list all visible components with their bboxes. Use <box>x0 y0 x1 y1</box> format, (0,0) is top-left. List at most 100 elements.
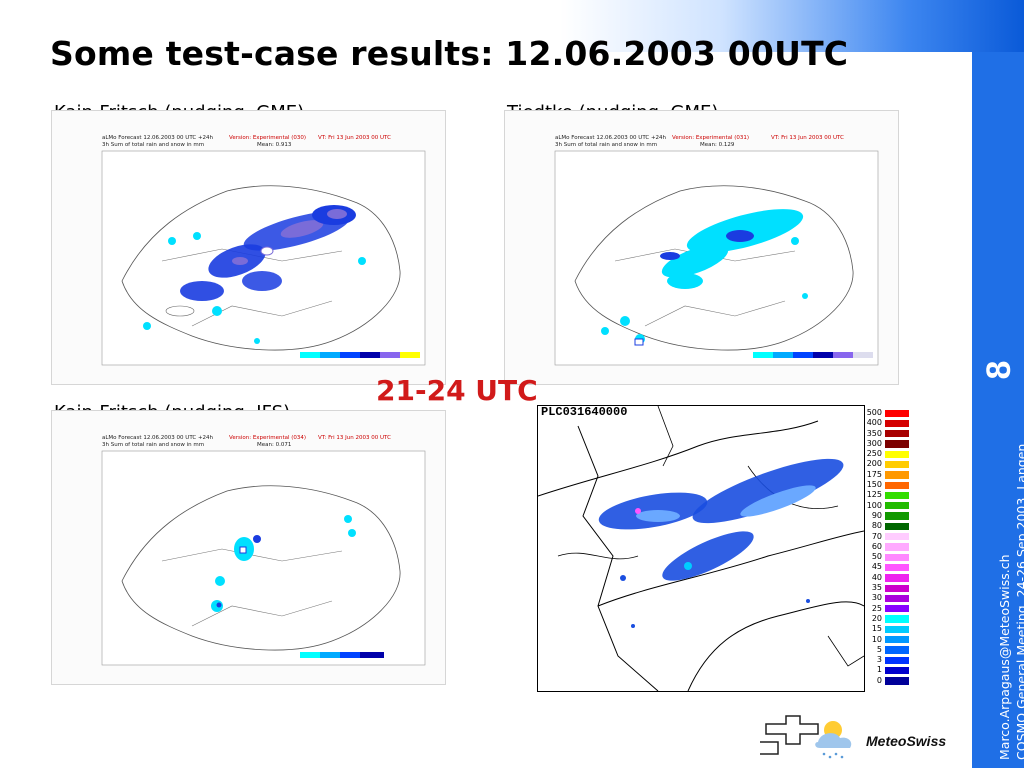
map-header-field: 3h Sum of total rain and snow in mm <box>102 442 205 448</box>
legend-row: 0 <box>864 676 912 686</box>
legend-row: 35 <box>864 583 912 593</box>
page-number: 8 <box>980 360 1018 380</box>
legend-row: 25 <box>864 604 912 614</box>
utc-label: 21-24 UTC <box>376 374 538 407</box>
map-header-mean: Mean: 0.913 <box>257 142 292 148</box>
map-header-version: Version: Experimental (034) <box>229 435 307 441</box>
legend-row: 400 <box>864 418 912 429</box>
legend-swatch <box>884 635 910 645</box>
meteoswiss-logo <box>760 715 852 759</box>
legend-row: 350 <box>864 429 912 439</box>
legend-row: 20 <box>864 614 912 624</box>
legend-swatch <box>884 439 910 449</box>
map-header-field: 3h Sum of total rain and snow in mm <box>102 142 205 148</box>
legend-swatch <box>884 593 910 604</box>
legend-swatch <box>884 665 910 676</box>
legend-swatch <box>884 501 910 511</box>
map-header-version: Version: Experimental (030) <box>229 135 307 141</box>
map-header-mean: Mean: 0.071 <box>257 442 292 448</box>
legend-label: 400 <box>866 418 882 428</box>
legend-swatch <box>884 532 910 542</box>
slide-title: Some test-case results: 12.06.2003 00UTC <box>50 34 849 73</box>
radar-map <box>537 405 865 692</box>
legend-row: 30 <box>864 593 912 604</box>
map-header-mean: Mean: 0.129 <box>700 142 735 148</box>
legend-swatch <box>884 562 910 573</box>
legend-row: 150 <box>864 480 912 490</box>
legend-swatch <box>884 480 910 490</box>
legend-swatch <box>884 614 910 624</box>
legend-row: 200 <box>864 459 912 470</box>
legend-swatch <box>884 408 910 418</box>
legend-row: 40 <box>864 573 912 583</box>
legend-row: 5 <box>864 645 912 655</box>
legend-label: 100 <box>866 500 882 510</box>
legend-label: 70 <box>871 531 882 541</box>
legend-label: 30 <box>871 593 882 603</box>
legend-label: 3 <box>876 655 882 665</box>
legend-swatch <box>884 542 910 552</box>
legend-label: 40 <box>871 572 882 582</box>
map-header-vt: VT: Fri 13 Jun 2003 00 UTC <box>318 135 391 141</box>
legend-label: 125 <box>866 490 882 500</box>
legend-label: 20 <box>871 613 882 623</box>
legend-row: 100 <box>864 501 912 511</box>
precip-map-1 <box>101 150 426 366</box>
legend-swatch <box>884 459 910 470</box>
legend-swatch <box>884 429 910 439</box>
legend-swatch <box>884 470 910 480</box>
legend-label: 90 <box>871 510 882 520</box>
legend-label: 150 <box>866 480 882 490</box>
legend-row: 10 <box>864 635 912 645</box>
top-gradient-band <box>560 0 1024 52</box>
legend-swatch <box>884 645 910 655</box>
legend-row: 500 <box>864 408 912 418</box>
map-panel-kf-ifs: aLMo Forecast 12.06.2003 00 UTC +24h 3h … <box>51 410 446 685</box>
legend-swatch <box>884 511 910 521</box>
map-panel-tiedtke-gme: aLMo Forecast 12.06.2003 00 UTC +24h 3h … <box>504 110 899 385</box>
legend-label: 1 <box>876 665 882 675</box>
legend-swatch <box>884 418 910 429</box>
legend-label: 175 <box>866 469 882 479</box>
legend-row: 90 <box>864 511 912 521</box>
legend-row: 300 <box>864 439 912 449</box>
legend-row: 15 <box>864 624 912 635</box>
precip-map-2 <box>554 150 879 366</box>
legend-label: 5 <box>876 644 882 654</box>
legend-row: 45 <box>864 562 912 573</box>
legend-row: 80 <box>864 521 912 532</box>
legend-label: 300 <box>866 438 882 448</box>
legend-row: 250 <box>864 449 912 459</box>
legend-swatch <box>884 490 910 501</box>
side-email: Marco.Arpagaus@MeteoSwiss.ch <box>997 554 1012 760</box>
side-meeting: COSMO General Meeting, 24-26 Sep 2003, L… <box>1014 443 1024 760</box>
legend-swatch <box>884 449 910 459</box>
legend-row: 50 <box>864 552 912 562</box>
legend-label: 0 <box>876 675 882 685</box>
legend-label: 500 <box>866 408 882 417</box>
legend-row: 70 <box>864 532 912 542</box>
legend-swatch <box>884 583 910 593</box>
legend-row: 175 <box>864 470 912 480</box>
legend-label: 15 <box>871 624 882 634</box>
map-header-field: 3h Sum of total rain and snow in mm <box>555 142 658 148</box>
radar-map-graphic <box>538 406 864 691</box>
legend-label: 35 <box>871 583 882 593</box>
map-header-forecast: aLMo Forecast 12.06.2003 00 UTC +24h <box>555 135 667 141</box>
map-header-vt: VT: Fri 13 Jun 2003 00 UTC <box>318 435 391 441</box>
legend-swatch <box>884 552 910 562</box>
legend-label: 50 <box>871 552 882 562</box>
map-panel-kf-gme: aLMo Forecast 12.06.2003 00 UTC +24h 3h … <box>51 110 446 385</box>
legend-row: 60 <box>864 542 912 552</box>
map-header-forecast: aLMo Forecast 12.06.2003 00 UTC +24h <box>102 435 214 441</box>
legend-label: 45 <box>871 562 882 572</box>
legend-label: 25 <box>871 603 882 613</box>
side-blue-band <box>972 52 1024 768</box>
legend-label: 80 <box>871 521 882 531</box>
radar-legend: 500 400 350 300 250 200 175 150 125 100 90 80 70 60 50… <box>864 408 912 686</box>
precip-map-3 <box>101 450 426 666</box>
legend-label: 200 <box>866 459 882 469</box>
legend-swatch <box>884 573 910 583</box>
side-author-meeting-text: Marco.Arpagaus@MeteoSwiss.ch COSMO Gener… <box>996 444 1024 760</box>
legend-swatch <box>884 624 910 635</box>
